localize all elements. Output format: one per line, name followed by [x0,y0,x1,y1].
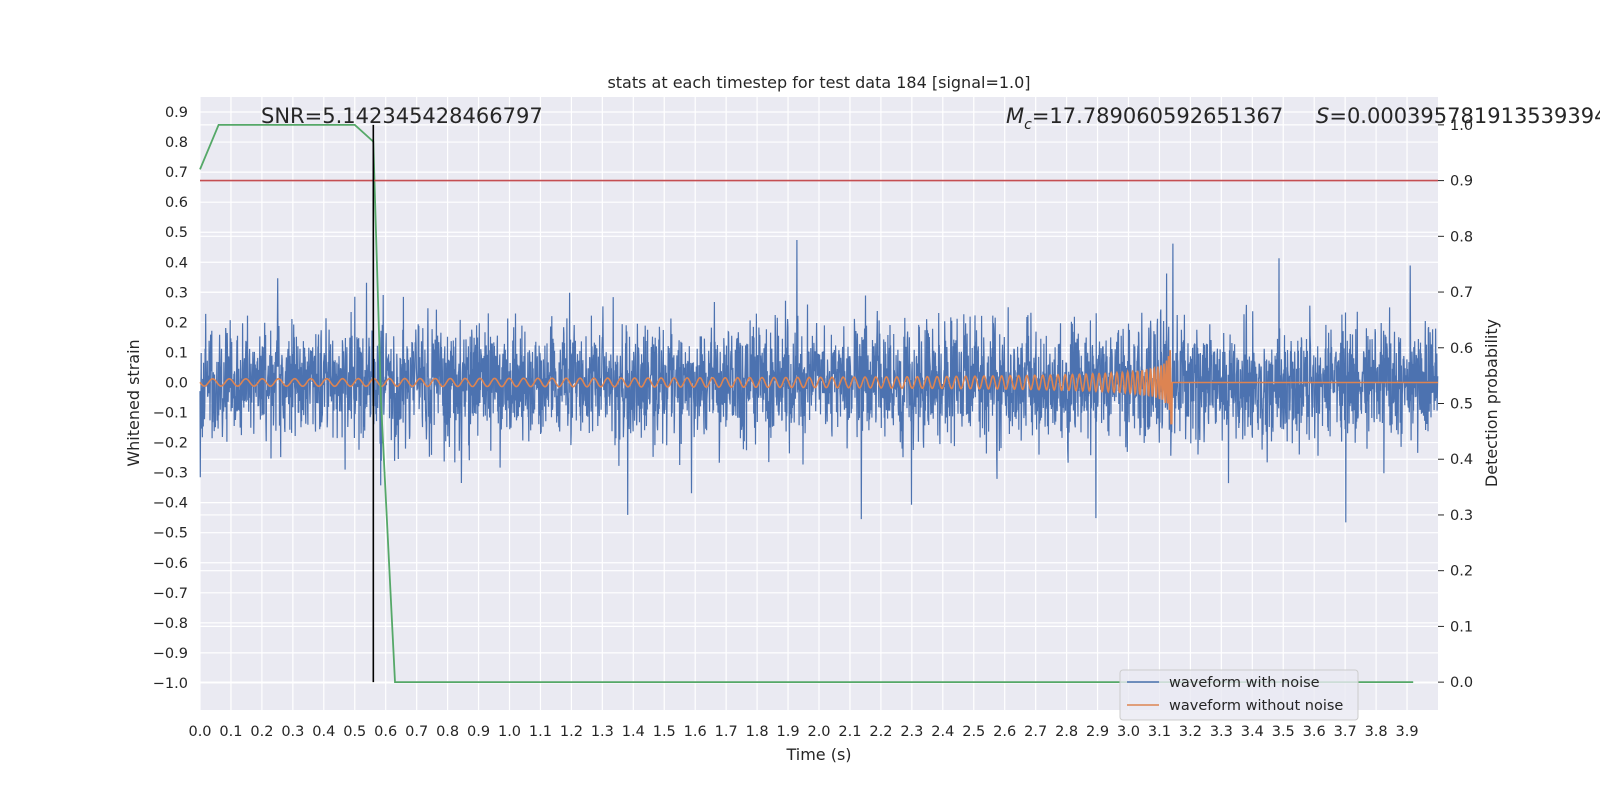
x-tick-label: 3.1 [1148,724,1171,740]
x-tick-label: 1.0 [498,724,521,740]
legend: waveform with noise waveform without noi… [1119,669,1359,721]
x-tick-label: 0.4 [312,724,335,740]
series-detection-probability [199,124,1414,683]
x-axis-ticks: 0.0 0.1 0.2 0.3 0.4 0.5 0.6 0.7 0.8 0.9 1.0 1.1 1.2 1… [188,724,1418,740]
mc-annotation: Mc=17.789060592651367 [1006,104,1283,133]
x-tick-label: 1.2 [560,724,583,740]
y-tick-label: 0.4 [165,255,188,271]
mc-symbol: M [1006,104,1024,128]
y2-tick-label: 0.4 [1450,452,1473,468]
y2-tick-label: 0.7 [1450,285,1473,301]
x-tick-label: 1.8 [746,724,769,740]
x-tick-label: 3.8 [1365,724,1388,740]
legend-label-noise: waveform with noise [1169,675,1320,691]
x-tick-label: 1.3 [591,724,614,740]
y-tick-label: −0.8 [153,616,188,632]
y-tick-label: −0.4 [153,496,188,512]
x-tick-label: 0.0 [188,724,211,740]
y-tick-label: −0.7 [153,586,188,602]
x-tick-label: 3.7 [1334,724,1357,740]
s-annotation: S=0.00039578191353939414 [1316,104,1600,128]
y-tick-label: 0.3 [165,285,188,301]
s-symbol: S [1316,104,1329,128]
x-tick-label: 3.9 [1396,724,1419,740]
mc-value: =17.789060592651367 [1032,104,1283,128]
y-tick-label: 0.9 [165,105,188,121]
snr-annotation: SNR=5.142345428466797 [261,104,543,128]
x-tick-label: 0.8 [436,724,459,740]
y2-tick-label: 0.5 [1450,397,1473,413]
y-tick-label: 0.1 [165,345,188,361]
x-tick-label: 2.8 [1055,724,1078,740]
y-tick-label: 0.2 [165,315,188,331]
x-tick-label: 1.7 [715,724,738,740]
legend-box [1119,669,1359,721]
x-tick-label: 1.1 [529,724,552,740]
x-tick-label: 2.6 [993,724,1016,740]
y2-tick-label: 0.1 [1450,619,1473,635]
y2-tick-label: 0.9 [1450,174,1473,190]
x-tick-label: 3.3 [1210,724,1233,740]
chart-title: stats at each timestep for test data 184… [607,73,1030,92]
x-tick-label: 0.1 [219,724,242,740]
x-tick-label: 1.5 [653,724,676,740]
x-tick-label: 2.0 [807,724,830,740]
x-tick-label: 1.6 [684,724,707,740]
x-tick-label: 2.7 [1024,724,1047,740]
x-tick-label: 3.5 [1272,724,1295,740]
x-tick-label: 2.5 [962,724,985,740]
x-tick-label: 3.2 [1179,724,1202,740]
series-waveform-without-noise [199,350,1438,425]
x-tick-label: 0.3 [281,724,304,740]
reference-lines [200,124,1438,683]
clean-line [199,350,1438,425]
y-axis-ticks: 0.9 0.8 0.7 0.6 0.5 0.4 0.3 0.2 0.1 0.0 −0.1 −0.2 −0… [153,105,188,692]
x-tick-label: 1.4 [622,724,645,740]
y2-tick-label: 0.2 [1450,564,1473,580]
y-tick-label: −0.3 [153,466,188,482]
x-tick-label: 2.1 [838,724,861,740]
x-tick-label: 3.4 [1241,724,1264,740]
y-tick-label: −0.2 [153,436,188,452]
y-tick-label: 0.5 [165,225,188,241]
x-tick-label: 0.6 [374,724,397,740]
legend-label-clean: waveform without noise [1169,698,1343,714]
y-tick-label: −0.1 [153,406,188,422]
x-tick-label: 3.0 [1117,724,1140,740]
y2-axis-ticks: 1.0 0.9 0.8 0.7 0.6 0.5 0.4 0.3 0.2 0.1 0.0 [1438,118,1473,691]
y2-axis-label: Detection probability [1482,319,1501,487]
x-tick-label: 0.7 [405,724,428,740]
x-axis-label: Time (s) [785,745,851,764]
x-tick-label: 0.5 [343,724,366,740]
y-tick-label: 0.8 [165,135,188,151]
grid-lines [199,97,1438,710]
s-value: =0.00039578191353939414 [1329,104,1600,128]
y-tick-label: −1.0 [153,676,188,692]
y-tick-label: −0.5 [153,526,188,542]
y-tick-label: 0.6 [165,195,188,211]
x-tick-label: 2.3 [900,724,923,740]
x-tick-label: 2.4 [931,724,954,740]
y-tick-label: 0.7 [165,165,188,181]
y2-tick-label: 0.6 [1450,341,1473,357]
x-tick-label: 2.9 [1086,724,1109,740]
y2-tick-label: 0.3 [1450,508,1473,524]
x-tick-label: 0.9 [467,724,490,740]
x-tick-label: 2.2 [869,724,892,740]
y-tick-label: −0.6 [153,556,188,572]
y2-tick-label: 1.0 [1450,118,1473,134]
y-tick-label: −0.9 [153,646,188,662]
x-tick-label: 1.9 [777,724,800,740]
y-axis-label: Whitened strain [124,339,143,466]
x-tick-label: 0.2 [250,724,273,740]
y2-tick-label: 0.0 [1450,675,1473,691]
y2-tick-label: 0.8 [1450,229,1473,245]
probability-line [199,124,1414,683]
x-tick-label: 3.6 [1303,724,1326,740]
y-tick-label: 0.0 [165,375,188,391]
mc-subscript: c [1024,117,1032,133]
